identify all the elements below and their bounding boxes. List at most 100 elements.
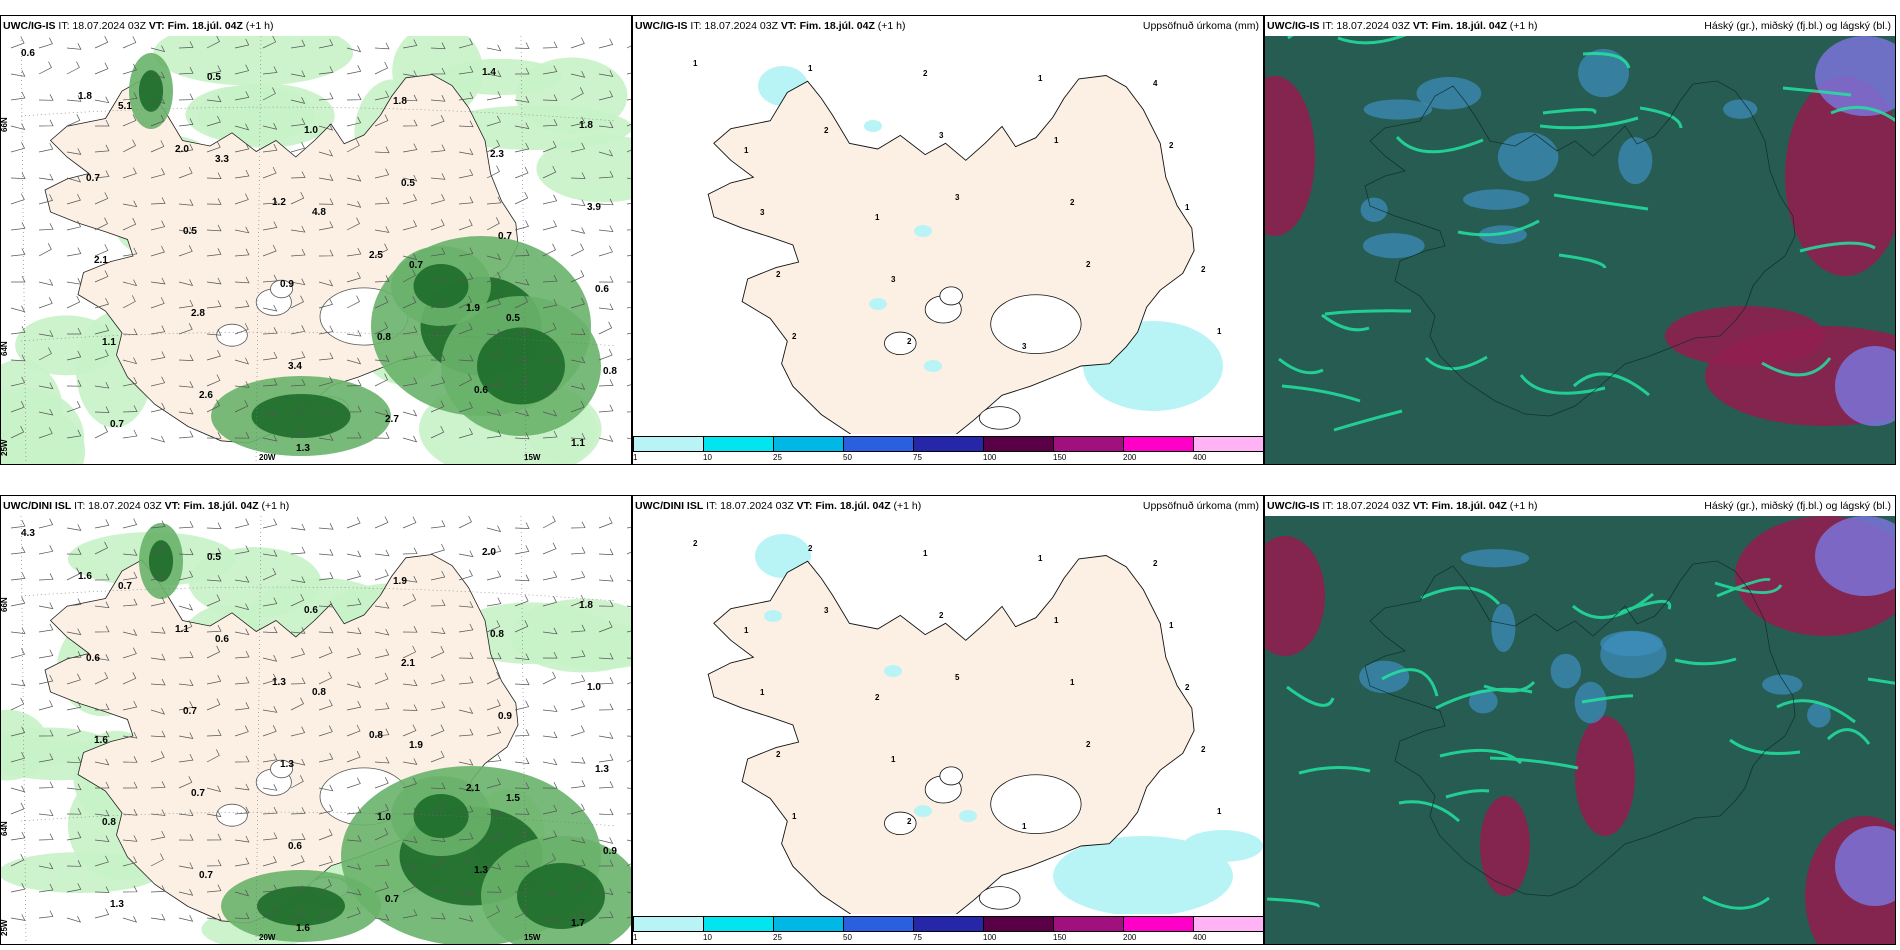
wind-barb <box>262 244 277 257</box>
cloud-cover-map <box>1265 36 1895 464</box>
wind-barb <box>318 66 334 75</box>
mid-cloud-area <box>1363 99 1433 120</box>
colorbar-tick-label: 25 <box>773 453 782 462</box>
wind-barb <box>430 425 445 439</box>
wind-barb <box>374 355 390 362</box>
wind-barb <box>38 173 54 181</box>
accum-value-label: 1 <box>744 146 749 155</box>
wind-barb <box>402 119 418 127</box>
wind-barb <box>66 783 82 791</box>
wind-barb <box>206 625 222 633</box>
precip-value-label: 0.7 <box>498 231 512 242</box>
precip-value-labels: 4.3 0.7 0.6 0.8 1.9 1.5 0.9 1.3 0.5 0.6 2.1 0.9 1.3 0… <box>21 528 617 934</box>
wind-barb <box>290 697 304 711</box>
wind-barb <box>374 602 390 609</box>
mid-cloud <box>1360 49 1758 259</box>
accum-value-label: 2 <box>1086 740 1091 749</box>
precip-heavy <box>139 523 631 944</box>
wind-barb <box>458 120 474 128</box>
wind-barb <box>122 809 138 816</box>
wind-barb <box>346 863 362 871</box>
wind-barb <box>598 652 614 660</box>
graticule-label: 25W <box>1 439 9 456</box>
graticule-label: 64N <box>1 821 9 836</box>
valid-time: Fim. 18.júl. 04Z <box>799 20 875 32</box>
cloud-edge <box>1617 599 1672 615</box>
wind-barb <box>94 192 109 205</box>
wind-barb <box>178 407 194 415</box>
wind-barb <box>290 325 306 335</box>
precip-value-label: 4.8 <box>312 207 326 218</box>
wind-barb <box>38 382 54 390</box>
wind-barb <box>66 883 82 893</box>
wind-barb <box>178 118 194 127</box>
accum-value-label: 1 <box>792 812 797 821</box>
wind-barb <box>430 247 446 257</box>
wind-barb <box>318 725 333 737</box>
cloud-edge <box>1420 586 1501 606</box>
wind-barb <box>318 149 334 157</box>
wind-barb <box>402 143 418 153</box>
wind-barb <box>290 677 306 685</box>
wind-barb <box>38 61 52 75</box>
wind-barb <box>262 753 278 763</box>
wind-barb <box>95 119 110 127</box>
precip-value-label: 0.5 <box>207 552 221 563</box>
wind-barb <box>346 45 362 53</box>
mid-cloud-area <box>1600 631 1667 679</box>
wind-barb <box>486 115 501 127</box>
cloud-edge <box>1439 748 1522 765</box>
precip-area-light <box>435 105 631 150</box>
wind-barb <box>374 804 390 815</box>
cloud-edge <box>1572 592 1654 620</box>
wind-barb <box>10 305 26 313</box>
wind-barb <box>374 61 389 75</box>
wind-barb <box>486 905 500 919</box>
precip-value-label: 2.8 <box>191 308 205 319</box>
wind-barb <box>178 776 193 789</box>
wind-barb <box>150 402 166 413</box>
wind-barb <box>10 627 26 635</box>
wind-barb <box>10 142 26 153</box>
wind-barb <box>374 756 390 764</box>
precip-value-label: 0.8 <box>369 730 383 741</box>
wind-barb <box>10 123 26 131</box>
wind-barb <box>598 620 613 633</box>
accum-value-label: 2 <box>939 611 944 620</box>
wind-barb <box>542 409 558 417</box>
colorbar-tick-label: 400 <box>1193 933 1207 942</box>
panel-accum-dini: UWC/DINI ISL IT: 18.07.2024 03Z VT: Fim.… <box>632 495 1264 945</box>
wind-barb <box>514 166 529 179</box>
wind-barb <box>66 915 82 923</box>
wind-barb <box>262 806 278 815</box>
lead-time: (+1 h) <box>1509 20 1538 32</box>
lead-time: (+1 h) <box>877 20 906 32</box>
wind-barb <box>38 649 54 659</box>
accum-value-label: 2 <box>923 69 928 78</box>
precip-value-label: 0.6 <box>304 605 318 616</box>
wind-barb <box>150 297 165 309</box>
wind-barb <box>38 518 54 529</box>
precip-area-dark <box>413 794 469 838</box>
wind-barb <box>430 782 446 790</box>
wind-barb <box>514 620 529 633</box>
wind-barb <box>38 223 54 231</box>
cloud-edge <box>1761 357 1832 377</box>
wind-barb <box>38 781 54 789</box>
cloud-edge <box>1298 765 1371 775</box>
precip-value-label: 2.1 <box>94 255 108 266</box>
wind-barb <box>346 65 362 75</box>
model-name: UWC/DINI ISL <box>635 500 704 512</box>
wind-barb <box>178 299 194 309</box>
colorbar-tick-label: 200 <box>1123 933 1137 942</box>
wind-barb <box>374 858 390 867</box>
wind-barb <box>514 653 530 661</box>
wind-barb <box>318 572 334 581</box>
wind-barb <box>262 706 278 713</box>
wind-barb <box>486 726 502 737</box>
wind-barb <box>346 379 362 387</box>
wind-barb <box>94 170 110 179</box>
wind-barb <box>598 753 614 763</box>
wind-barb <box>598 90 614 101</box>
wind-barb <box>290 758 306 766</box>
